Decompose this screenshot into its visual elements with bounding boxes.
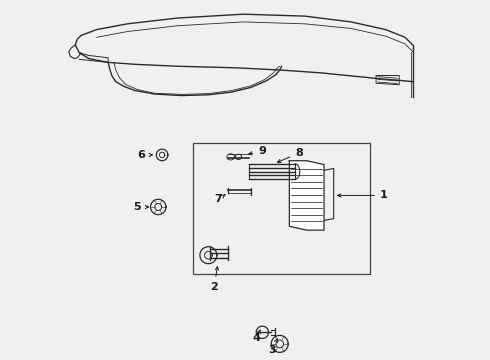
Text: 1: 1	[338, 190, 388, 201]
Text: 9: 9	[249, 146, 267, 156]
Text: 7: 7	[214, 194, 225, 204]
Text: 2: 2	[210, 267, 219, 292]
Text: 6: 6	[137, 150, 152, 160]
Text: 3: 3	[268, 339, 277, 355]
Polygon shape	[289, 161, 324, 230]
Text: 8: 8	[277, 148, 303, 162]
Text: 4: 4	[253, 330, 261, 343]
Bar	[193, 143, 370, 274]
Text: 5: 5	[133, 202, 148, 212]
